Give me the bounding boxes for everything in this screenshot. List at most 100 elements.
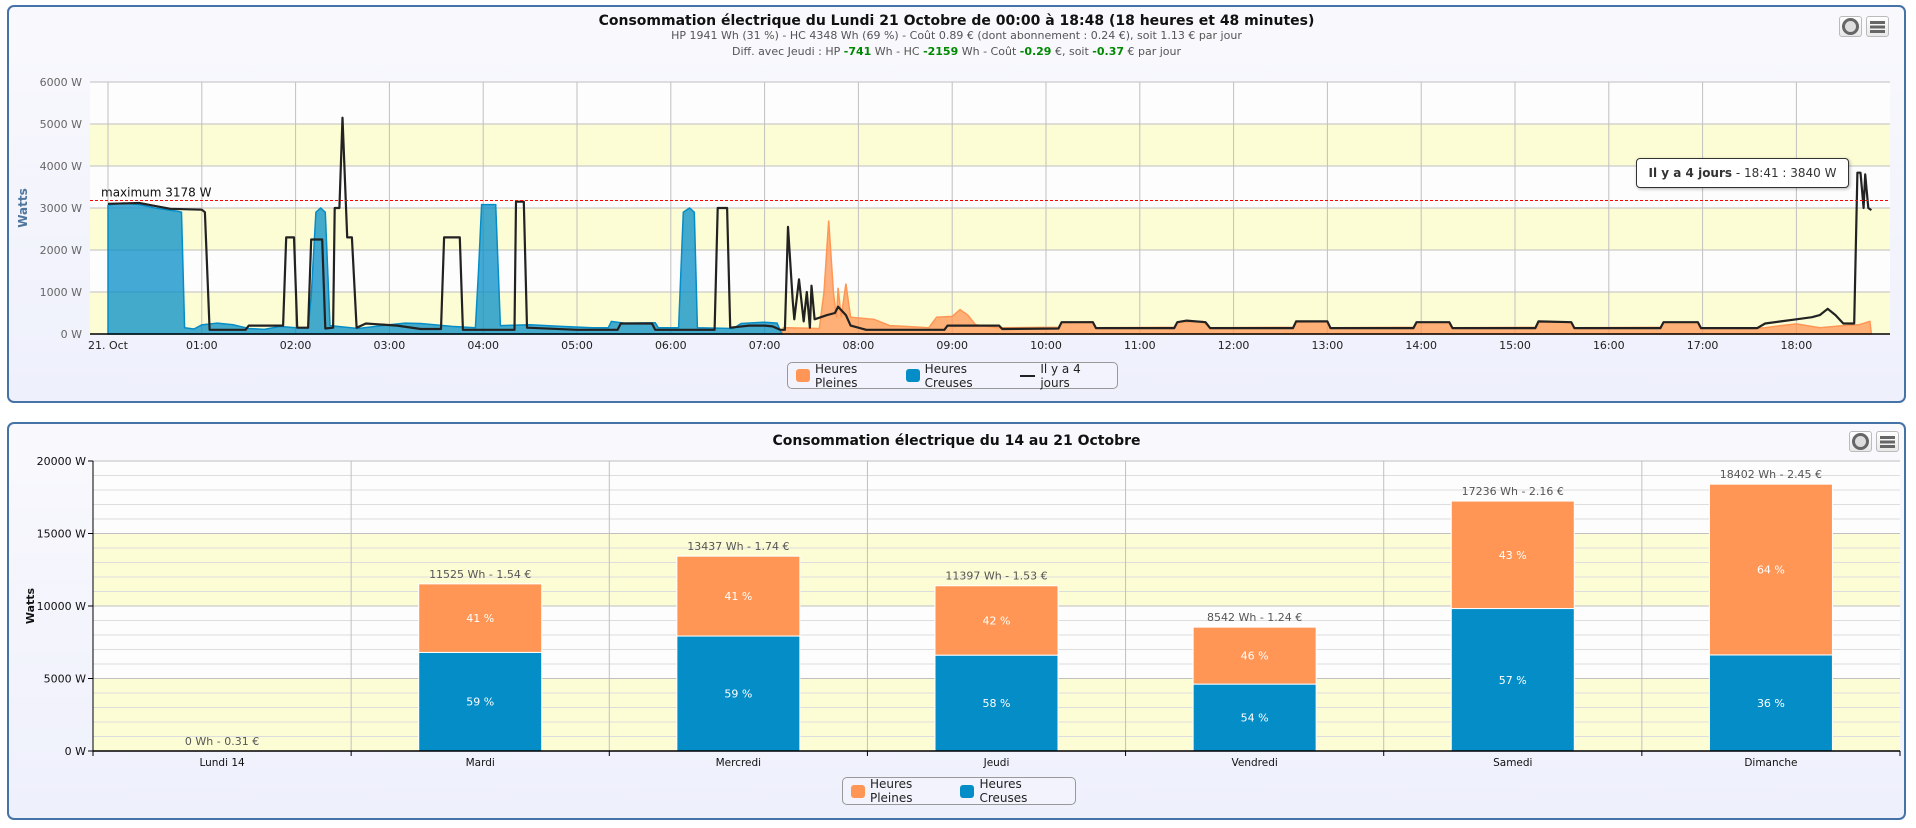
y-axis-title: Watts <box>24 587 37 624</box>
bar-heures-pleines <box>1450 500 1575 610</box>
x-tick-label: 06:00 <box>655 339 687 352</box>
legend-label: Il y a 4 jours <box>1040 361 1081 390</box>
x-tick-label: 13:00 <box>1312 339 1344 352</box>
circle-icon <box>1852 433 1869 450</box>
x-category-label: Lundi 14 <box>199 757 245 769</box>
x-category-label: Mercredi <box>716 757 762 769</box>
x-category-label: Vendredi <box>1232 757 1278 769</box>
legend-label: Heures Creuses <box>979 777 1028 805</box>
hp-swatch <box>796 369 810 382</box>
bar-percent-label: 43 % <box>1499 549 1527 562</box>
y-tick-label: 2000 W <box>40 244 82 257</box>
x-tick-label: 12:00 <box>1218 339 1250 352</box>
x-tick-label: 03:00 <box>374 339 406 352</box>
diff-text: €, soit <box>1051 45 1093 58</box>
menu-button[interactable] <box>1866 16 1889 37</box>
bar-percent-label: 59 % <box>466 696 494 709</box>
bar-heures-creuses <box>418 651 543 752</box>
x-tick-label: 18:00 <box>1781 339 1813 352</box>
bar-total-label: 13437 Wh - 1.74 € <box>687 540 789 553</box>
bar-percent-label: 57 % <box>1499 674 1527 687</box>
diff-value: -0.29 <box>1019 45 1052 58</box>
x-tick-label: 07:00 <box>749 339 781 352</box>
hc-swatch <box>905 369 920 382</box>
legend-item-previous[interactable]: Il y a 4 jours <box>1020 362 1109 390</box>
bar-percent-label: 54 % <box>1241 712 1269 725</box>
legend-item-hc[interactable]: Heures Creuses <box>960 777 1067 805</box>
legend-label: Heures Pleines <box>814 361 858 390</box>
bar-percent-label: 64 % <box>1757 564 1785 577</box>
x-category-label: Mardi <box>466 757 495 769</box>
y-tick-label: 6000 W <box>40 76 82 89</box>
y-tick-label: 4000 W <box>40 160 82 173</box>
chart-title: Consommation électrique du Lundi 21 Octo… <box>598 13 1315 29</box>
hp-swatch <box>851 784 865 798</box>
diff-text: € par jour <box>1124 45 1182 58</box>
y-axis-title: Watts <box>16 188 30 228</box>
y-tick-label: 1000 W <box>40 286 82 299</box>
legend-label: Heures Creuses <box>924 361 973 390</box>
chart-title: Consommation électrique du 14 au 21 Octo… <box>772 433 1141 449</box>
bar-heures-creuses <box>1450 608 1575 752</box>
y-tick-label: 20000 W <box>37 455 86 468</box>
x-tick-label: 21. Oct <box>88 339 129 352</box>
x-tick-label: 02:00 <box>280 339 312 352</box>
x-tick-label: 11:00 <box>1124 339 1156 352</box>
bar-percent-label: 42 % <box>983 614 1011 627</box>
y-tick-label: 10000 W <box>37 600 86 613</box>
diff-text: Diff. avec Jeudi : HP <box>731 45 844 58</box>
bar-total-label: 11397 Wh - 1.53 € <box>945 570 1047 583</box>
circle-icon <box>1842 18 1859 35</box>
y-tick-label: 5000 W <box>44 673 86 686</box>
bar-total-label: 17236 Wh - 2.16 € <box>1462 485 1564 498</box>
bar-heures-creuses <box>1192 683 1317 752</box>
hamburger-icon <box>1880 435 1895 448</box>
y-tick-label: 5000 W <box>40 118 82 131</box>
x-category-label: Samedi <box>1493 757 1532 769</box>
x-tick-label: 15:00 <box>1499 339 1531 352</box>
y-tick-label: 3000 W <box>40 202 82 215</box>
hamburger-icon <box>1870 20 1885 33</box>
bar-percent-label: 58 % <box>983 697 1011 710</box>
diff-text: Wh - HC <box>871 45 924 58</box>
weekly-legend: Heures Pleines Heures Creuses <box>842 777 1076 805</box>
legend-label: Heures Pleines <box>869 777 913 805</box>
y-tick-label: 0 W <box>61 328 82 341</box>
y-tick-label: 0 W <box>65 745 86 758</box>
plot-band <box>90 208 1890 250</box>
max-plot-line-label: maximum 3178 W <box>101 186 212 200</box>
legend-item-hp[interactable]: Heures Pleines <box>851 777 952 805</box>
bar-heures-pleines <box>1708 483 1833 656</box>
bar-heures-pleines <box>676 555 801 637</box>
hc-swatch <box>960 784 975 798</box>
x-tick-label: 08:00 <box>843 339 875 352</box>
x-tick-label: 04:00 <box>467 339 499 352</box>
menu-button[interactable] <box>1876 431 1899 452</box>
series-heures-creuses <box>107 202 783 335</box>
bar-total-label: 0 Wh - 0.31 € <box>185 735 259 748</box>
bar-heures-creuses <box>1708 654 1833 752</box>
legend-item-hp[interactable]: Heures Pleines <box>796 362 898 390</box>
print-button[interactable] <box>1849 431 1872 452</box>
bar-percent-label: 59 % <box>724 688 752 701</box>
chart-tooltip: Il y a 4 jours - 18:41 : 3840 W <box>1636 158 1849 188</box>
legend-item-hc[interactable]: Heures Creuses <box>905 361 1013 390</box>
print-button[interactable] <box>1839 16 1862 37</box>
bar-heures-pleines <box>934 585 1059 656</box>
tooltip-value: - 18:41 : 3840 W <box>1732 166 1837 180</box>
x-tick-label: 09:00 <box>936 339 968 352</box>
bar-total-label: 18402 Wh - 2.45 € <box>1720 468 1822 481</box>
bar-heures-creuses <box>934 654 1059 752</box>
x-tick-label: 05:00 <box>561 339 593 352</box>
y-tick-label: 15000 W <box>37 528 86 541</box>
bar-total-label: 11525 Wh - 1.54 € <box>429 568 531 581</box>
summary-line: HP 1941 Wh (31 %) - HC 4348 Wh (69 %) - … <box>671 29 1242 42</box>
diff-text: Wh - Coût <box>958 45 1020 58</box>
x-tick-label: 01:00 <box>186 339 218 352</box>
plot-band <box>90 124 1890 166</box>
diff-line: Diff. avec Jeudi : HP -741 Wh - HC -2159… <box>9 45 1904 58</box>
x-category-label: Dimanche <box>1744 757 1797 769</box>
x-tick-label: 14:00 <box>1405 339 1437 352</box>
